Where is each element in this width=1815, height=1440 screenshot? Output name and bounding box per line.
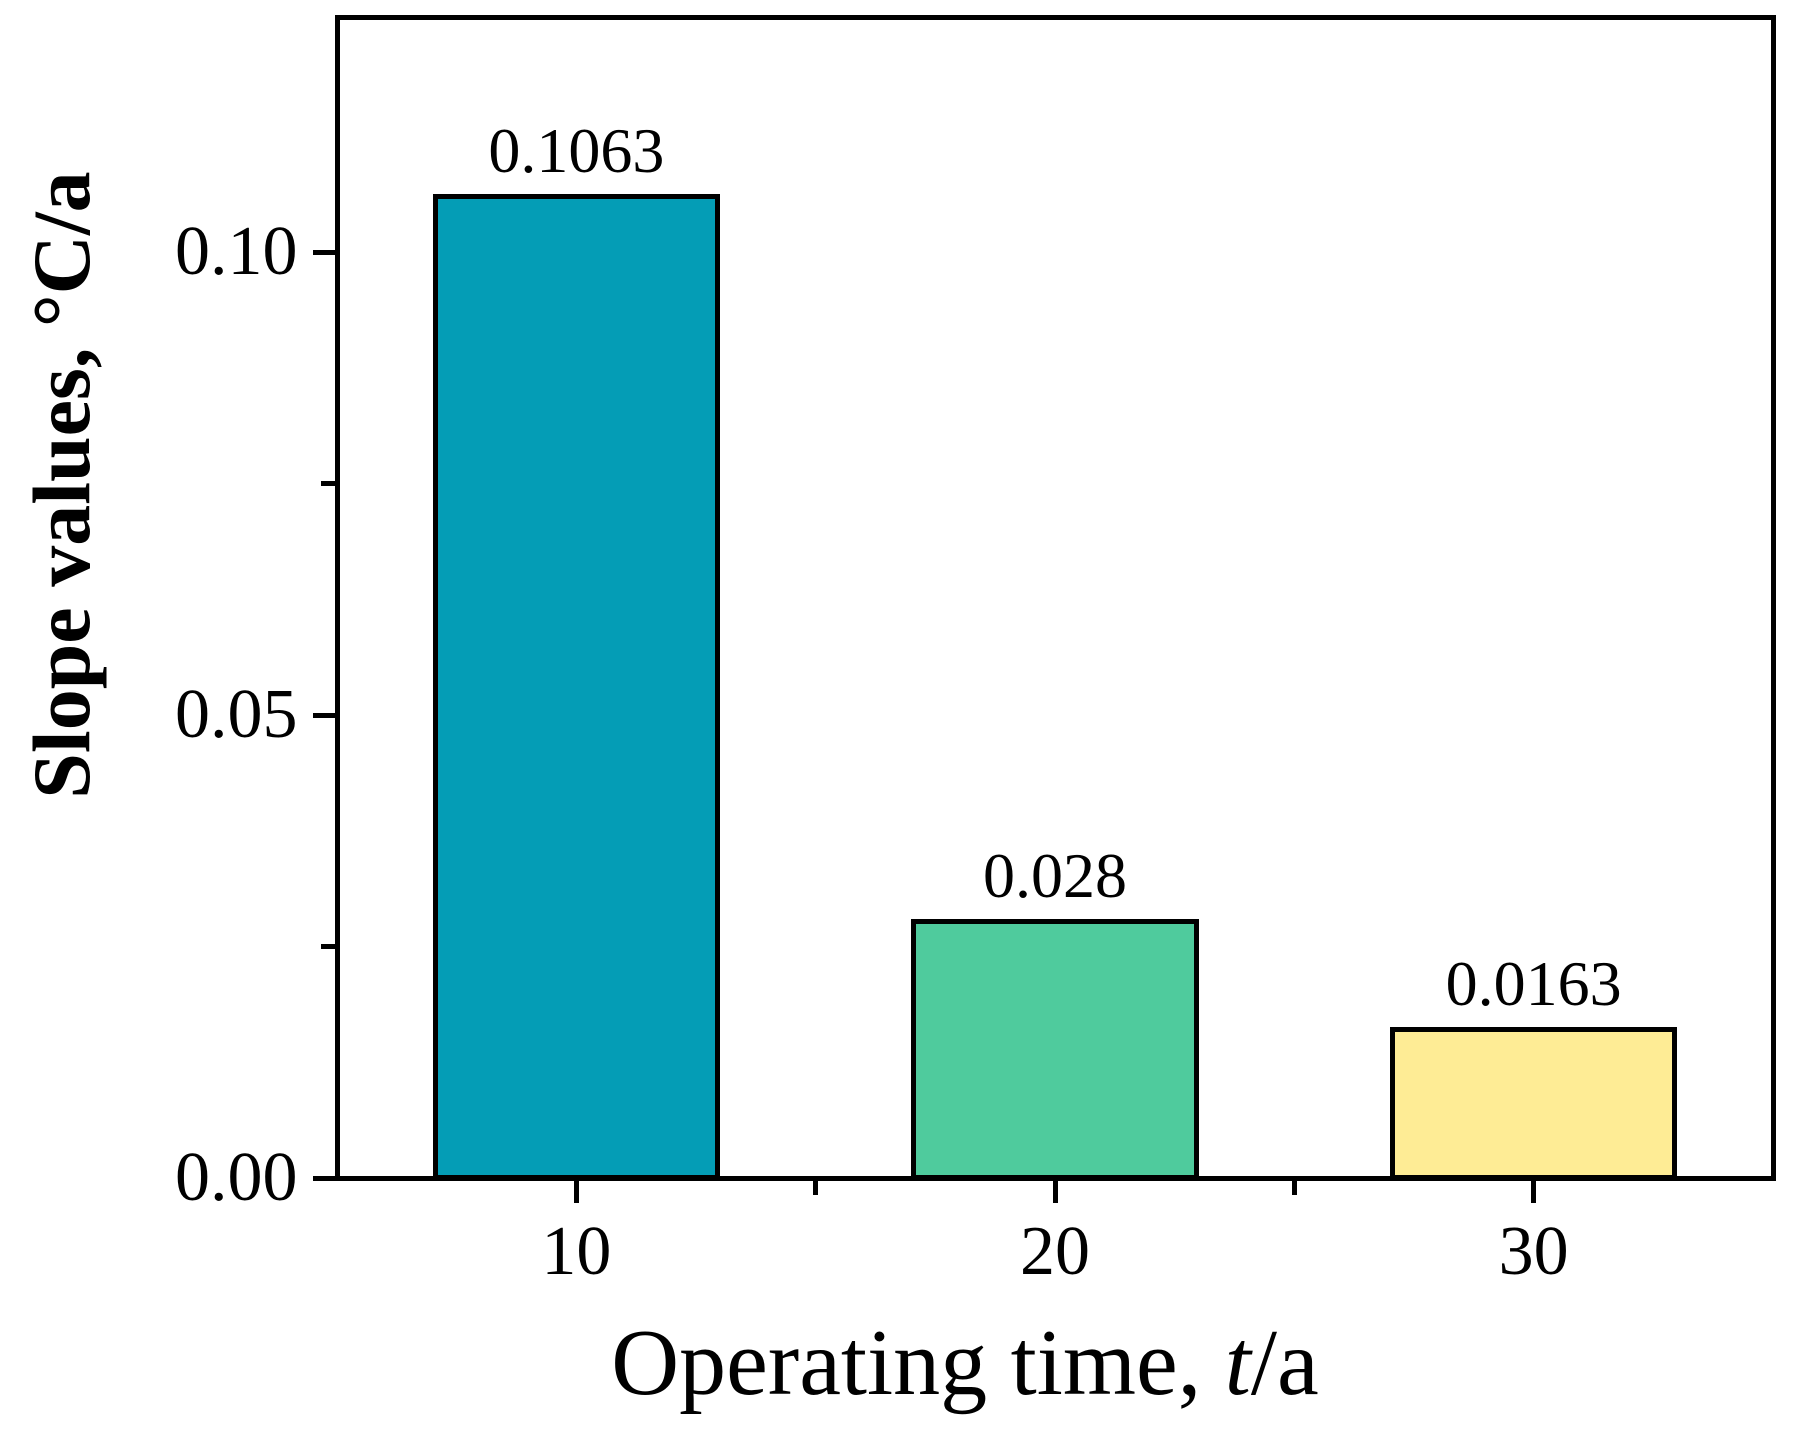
y-tick-label: 0.10 (175, 213, 298, 291)
bar-value-label: 0.0163 (1445, 948, 1622, 1020)
x-axis-label-italic-t: t (1224, 1311, 1251, 1415)
x-tick-label: 30 (1498, 1213, 1569, 1290)
y-major-tick (312, 249, 335, 255)
bar-value-label: 0.028 (983, 839, 1127, 911)
y-tick-label: 0.00 (175, 1139, 298, 1216)
x-axis-label-prefix: Operating time, (611, 1311, 1225, 1415)
y-major-tick (312, 1175, 335, 1181)
y-minor-tick (320, 481, 335, 487)
x-major-tick (1052, 1180, 1058, 1203)
x-axis-label-suffix: /a (1250, 1311, 1319, 1415)
y-tick-label: 0.05 (175, 676, 298, 754)
x-tick-label: 10 (541, 1213, 612, 1290)
x-major-tick (1531, 1180, 1537, 1203)
y-axis-label: Slope values, °C/a (16, 171, 107, 799)
x-minor-tick (813, 1180, 819, 1195)
y-minor-tick (320, 944, 335, 950)
x-axis-label: Operating time, t/a (365, 1316, 1565, 1410)
y-major-tick (312, 712, 335, 718)
bar-value-label: 0.1063 (488, 114, 665, 186)
x-tick-label: 20 (1020, 1213, 1090, 1290)
bar (911, 918, 1199, 1181)
bar (1390, 1027, 1678, 1181)
bar (432, 193, 720, 1181)
x-major-tick (573, 1180, 579, 1203)
x-minor-tick (1291, 1180, 1297, 1195)
